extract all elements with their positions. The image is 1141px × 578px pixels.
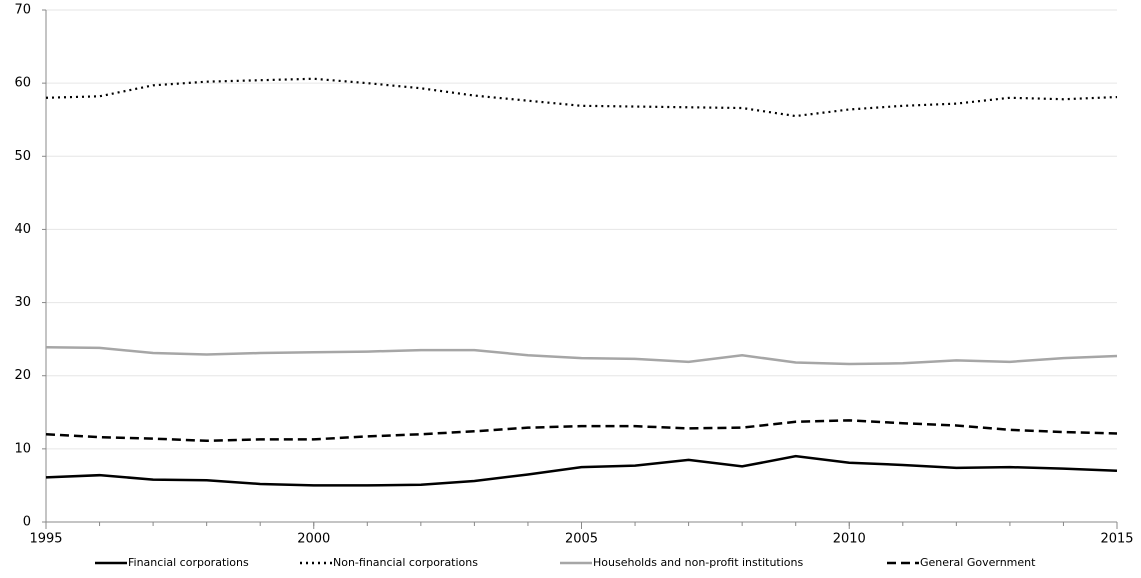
y-tick-label: 10	[14, 441, 31, 456]
y-tick-label: 70	[14, 3, 31, 18]
x-tick-label: 2010	[833, 532, 866, 547]
x-tick-label: 2005	[565, 532, 598, 547]
series-line	[45, 345, 1118, 366]
legend-label: Households and non-profit institutions	[593, 556, 803, 569]
series-line	[45, 454, 1118, 487]
legend-label: Financial corporations	[128, 556, 249, 569]
series-line	[45, 419, 1118, 443]
y-tick-label: 50	[14, 149, 31, 164]
x-tick-label: 2015	[1100, 532, 1133, 547]
series-line	[45, 77, 1118, 118]
legend-label: General Government	[920, 556, 1036, 569]
y-tick-label: 60	[14, 76, 31, 91]
y-tick-label: 0	[23, 515, 31, 530]
y-tick-label: 40	[14, 222, 31, 237]
y-tick-label: 30	[14, 295, 31, 310]
x-tick-label: 1995	[29, 532, 62, 547]
y-tick-label: 20	[14, 368, 31, 383]
x-tick-label: 2000	[297, 532, 330, 547]
legend-label: Non-financial corporations	[333, 556, 478, 569]
